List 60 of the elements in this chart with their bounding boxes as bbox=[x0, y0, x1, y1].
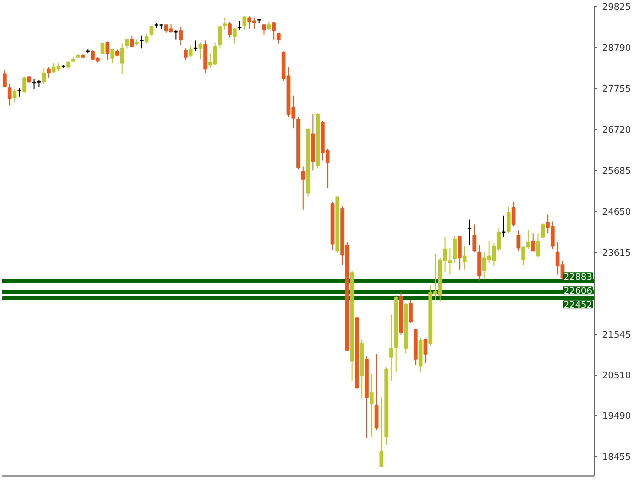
y-tick-label: 19490 bbox=[602, 412, 632, 422]
ref-line-label: 22883 bbox=[564, 273, 593, 284]
y-tick-label: 24650 bbox=[602, 208, 632, 218]
candlestick bbox=[516, 230, 521, 252]
y-tick-label: 18455 bbox=[602, 453, 632, 464]
candlestick bbox=[390, 314, 394, 382]
candlestick bbox=[458, 236, 462, 270]
y-tick-label: 20510 bbox=[602, 372, 632, 382]
candlestick bbox=[453, 236, 457, 264]
candlestick bbox=[272, 22, 276, 40]
candlestick bbox=[380, 397, 384, 468]
candlestick bbox=[506, 206, 511, 234]
y-tick-label: 23615 bbox=[602, 248, 632, 259]
candlestick bbox=[110, 49, 114, 64]
candlestick bbox=[424, 338, 428, 364]
candlestick bbox=[106, 41, 110, 61]
candlestick bbox=[179, 26, 183, 46]
candlestick bbox=[462, 246, 467, 270]
candlestick bbox=[277, 32, 281, 44]
candlestick bbox=[47, 66, 51, 79]
y-tick-label: 21545 bbox=[602, 330, 632, 341]
candlestick bbox=[301, 166, 306, 210]
candlestick bbox=[536, 233, 540, 258]
ref-line-label: 22606 bbox=[564, 287, 593, 298]
candlestick bbox=[472, 224, 477, 253]
candlestick bbox=[125, 38, 130, 50]
y-tick-label: 27755 bbox=[602, 85, 632, 96]
candlestick bbox=[262, 24, 266, 36]
candlestick bbox=[232, 27, 237, 44]
candlestick bbox=[242, 16, 247, 30]
y-tick-label: 26720 bbox=[602, 126, 632, 136]
y-tick-label: 25685 bbox=[602, 166, 632, 177]
candlestick bbox=[18, 88, 22, 98]
candlestick bbox=[150, 26, 154, 36]
y-tick-label: 28790 bbox=[602, 44, 632, 54]
candlestick bbox=[374, 354, 379, 431]
candlestick bbox=[218, 26, 222, 50]
candlestick bbox=[100, 43, 105, 56]
candlestick bbox=[120, 43, 124, 75]
candlestick bbox=[409, 300, 413, 324]
candlestick bbox=[541, 223, 546, 239]
candlestick bbox=[478, 244, 482, 282]
candlestick bbox=[188, 45, 193, 58]
candlestick bbox=[8, 84, 12, 106]
candlestick bbox=[198, 42, 203, 60]
candlestick bbox=[531, 233, 536, 252]
candlestick bbox=[12, 88, 17, 104]
candlestick bbox=[22, 76, 26, 94]
candlestick bbox=[512, 202, 516, 228]
candlestick bbox=[144, 33, 149, 44]
candlestick bbox=[228, 22, 232, 38]
candlestick bbox=[370, 374, 374, 438]
candlestick bbox=[223, 18, 228, 30]
candlestick bbox=[42, 68, 46, 85]
y-tick-label: 29825 bbox=[602, 3, 632, 14]
ref-line-label: 22452 bbox=[564, 301, 593, 312]
candlestick bbox=[130, 35, 134, 48]
candlestick bbox=[3, 70, 7, 88]
candlestick bbox=[184, 48, 188, 61]
candlestick bbox=[140, 35, 144, 50]
